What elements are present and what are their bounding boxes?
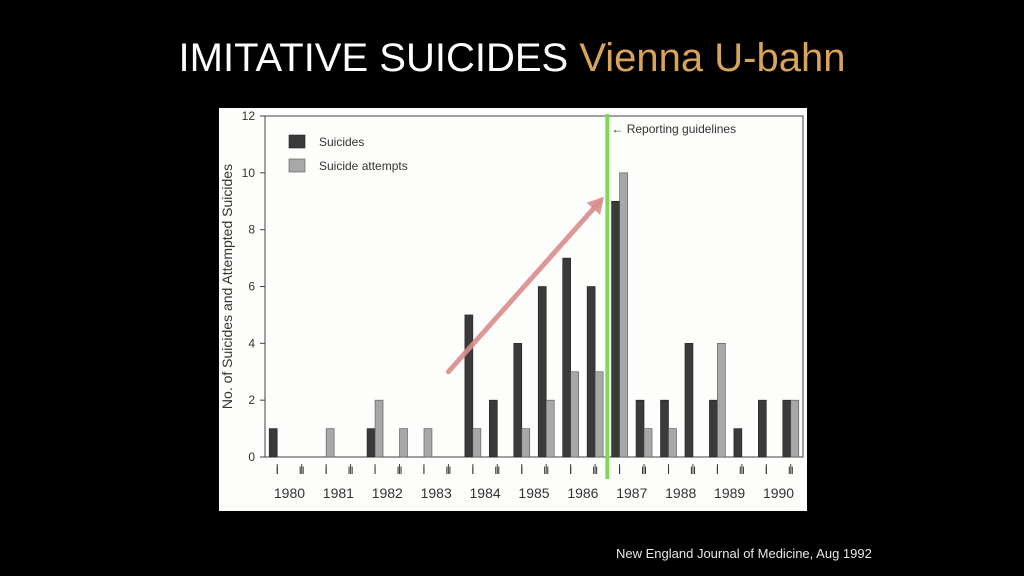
x-half-label: II xyxy=(690,465,696,477)
x-half-label: I xyxy=(618,465,621,477)
slide-title-accent: Vienna U-bahn xyxy=(579,36,846,80)
bar-suicide-attempts xyxy=(399,428,408,458)
y-tick-label: 6 xyxy=(248,280,255,294)
bar-suicide-attempts xyxy=(423,428,433,458)
bar-suicides xyxy=(782,399,792,458)
x-half-label: I xyxy=(716,465,719,477)
bar-suicides xyxy=(660,399,669,458)
bar-suicides xyxy=(268,428,278,458)
bar-suicide-attempts xyxy=(472,428,482,458)
x-half-label: I xyxy=(520,465,523,477)
bar-suicides xyxy=(562,257,571,458)
x-half-label: I xyxy=(471,465,474,477)
y-tick-label: 8 xyxy=(248,223,255,237)
trend-arrow-head xyxy=(586,196,604,215)
x-half-label: I xyxy=(569,465,572,477)
x-year-label: 1988 xyxy=(665,485,696,501)
bar-suicide-attempts xyxy=(643,428,653,458)
bar-chart: 0 2 4 6 8 10 12 No. of Suicides and Attempted S… xyxy=(219,109,804,501)
x-half-label: I xyxy=(765,465,768,477)
x-half-label: I xyxy=(276,465,279,477)
bar-suicide-attempts xyxy=(325,428,335,458)
slide-title-main: IMITATIVE SUICIDES xyxy=(178,36,569,80)
bar-suicides xyxy=(513,343,523,458)
bar-suicides xyxy=(489,399,498,458)
x-half-label: II xyxy=(348,465,354,477)
bar-suicide-attempts xyxy=(668,428,677,458)
y-tick-label: 10 xyxy=(242,166,256,180)
bar-suicide-attempts xyxy=(717,343,726,458)
bar-suicide-attempts xyxy=(619,172,628,458)
legend-swatch-attempts xyxy=(288,158,306,173)
bar-suicide-attempts xyxy=(374,399,384,458)
bar-suicides xyxy=(366,428,376,458)
x-year-label: 1981 xyxy=(323,485,354,501)
legend-label-suicides: Suicides xyxy=(319,135,364,149)
x-year-label: 1982 xyxy=(372,485,403,501)
reporting-guidelines-annotation: ← Reporting guidelines xyxy=(611,122,736,136)
bar-suicides xyxy=(464,314,474,458)
x-year-label: 1987 xyxy=(616,485,647,501)
x-year-label: 1985 xyxy=(518,485,549,501)
x-year-label: 1983 xyxy=(421,485,452,501)
y-tick-label: 2 xyxy=(248,393,255,407)
bar-suicides xyxy=(684,343,694,458)
source-caption: New England Journal of Medicine, Aug 199… xyxy=(616,546,872,561)
bar-suicides xyxy=(537,286,547,458)
slide-title: IMITATIVE SUICIDES Vienna U-bahn xyxy=(0,34,1024,82)
x-half-label: II xyxy=(299,465,305,477)
trend-arrow-shaft xyxy=(445,198,603,375)
bar-suicide-attempts xyxy=(545,399,555,458)
bar-suicide-attempts xyxy=(594,371,604,458)
x-year-label: 1984 xyxy=(470,485,501,501)
x-half-label: II xyxy=(592,465,598,477)
x-year-label: 1986 xyxy=(567,485,598,501)
x-half-label: II xyxy=(494,465,500,477)
bar-suicide-attempts xyxy=(570,371,579,458)
bar-suicide-attempts xyxy=(790,399,800,458)
x-half-label: II xyxy=(396,465,402,477)
y-tick-label: 12 xyxy=(242,109,256,123)
bar-suicides xyxy=(586,286,596,458)
x-half-label: II xyxy=(739,465,745,477)
chart-figure: 0 2 4 6 8 10 12 No. of Suicides and Attempted S… xyxy=(219,108,807,511)
bar-suicides xyxy=(709,399,718,458)
legend-swatch-suicides xyxy=(288,134,306,149)
x-half-label: I xyxy=(325,465,328,477)
legend-label-attempts: Suicide attempts xyxy=(319,159,408,173)
x-half-label: I xyxy=(374,465,377,477)
bar-suicides xyxy=(758,399,767,458)
y-tick-label: 4 xyxy=(248,336,255,350)
y-axis-label: No. of Suicides and Attempted Suicides xyxy=(219,164,235,409)
x-year-label: 1990 xyxy=(763,485,794,501)
x-year-label: 1989 xyxy=(714,485,745,501)
y-tick-label: 0 xyxy=(248,450,255,464)
bar-suicides xyxy=(733,428,743,458)
x-half-label: II xyxy=(788,465,794,477)
x-half-label: II xyxy=(445,465,451,477)
x-half-label: II xyxy=(543,465,549,477)
bar-suicide-attempts xyxy=(521,428,531,458)
x-year-label: 1980 xyxy=(274,485,305,501)
x-half-label: I xyxy=(667,465,670,477)
bar-suicides xyxy=(611,200,620,458)
x-half-label: II xyxy=(641,465,647,477)
bar-suicides xyxy=(635,399,645,458)
x-half-label: I xyxy=(422,465,425,477)
